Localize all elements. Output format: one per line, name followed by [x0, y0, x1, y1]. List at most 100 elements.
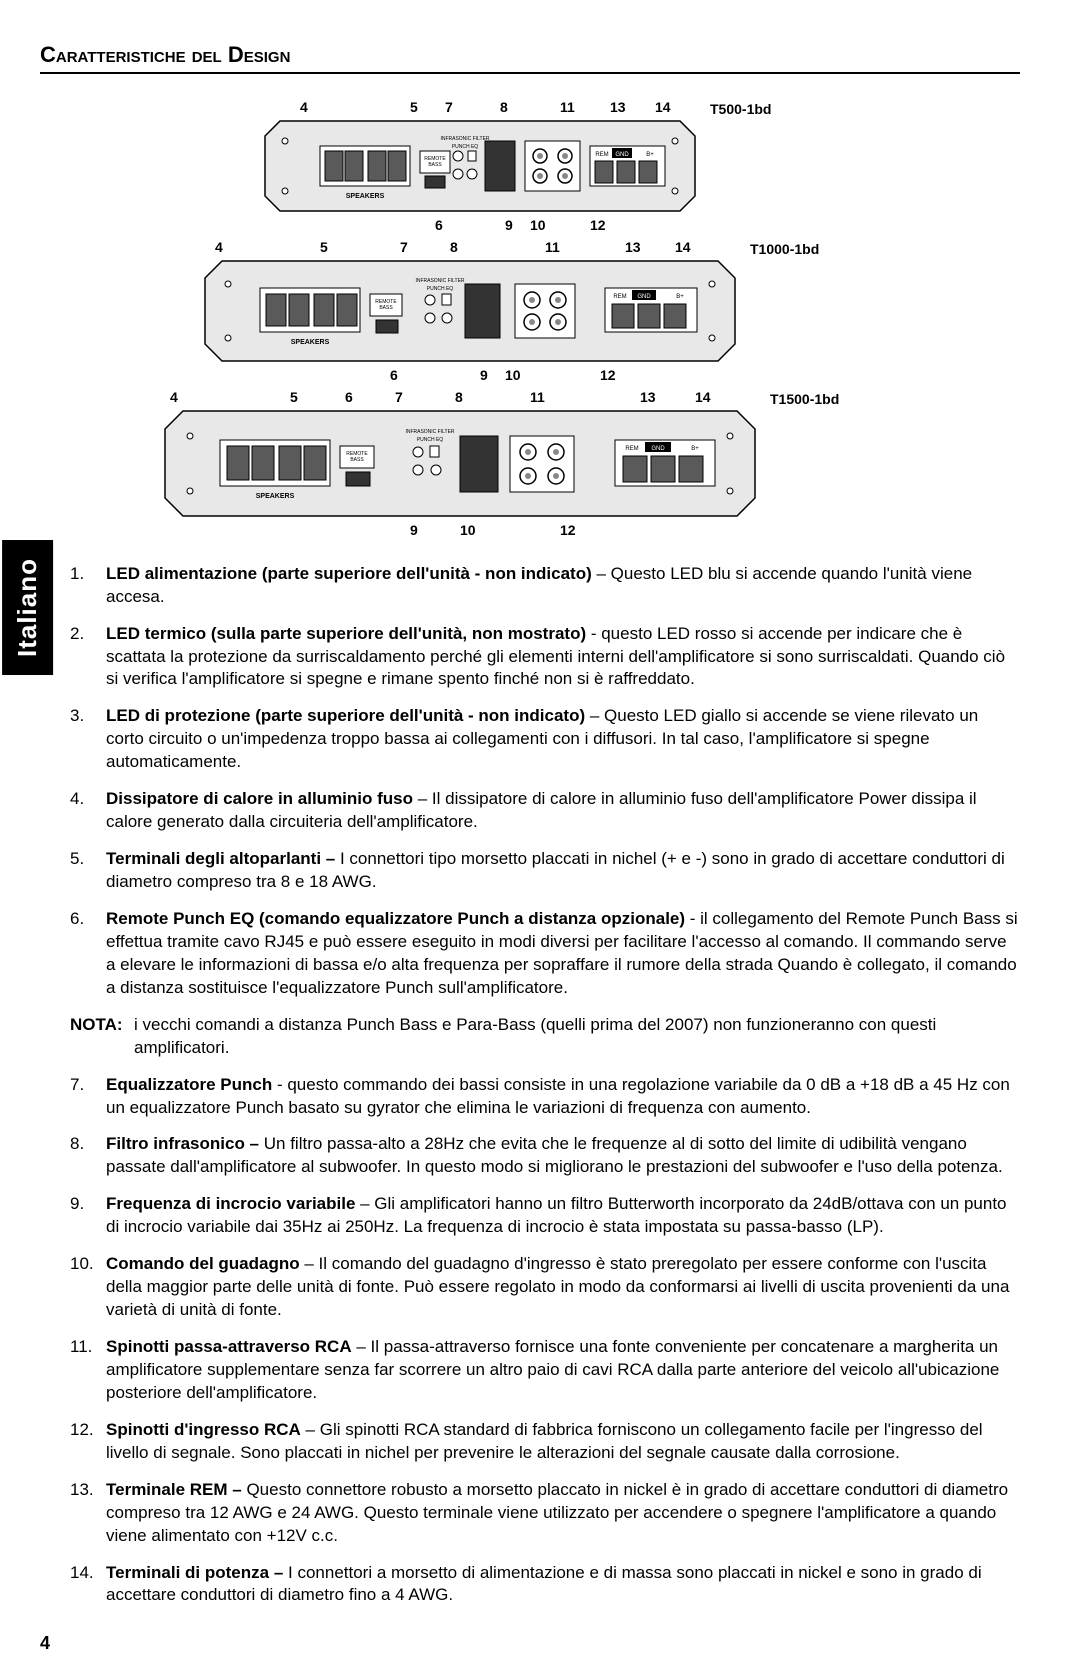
model-label-2: T1000-1bd	[750, 238, 819, 259]
diagram-row-3: 4 5 6 7 8 11 13 14 SPEAKERS REMOTEBASS INFRASON…	[40, 388, 1020, 539]
amp-diagram-2: SPEAKERS REMOTEBASS INFRASONIC FILTER PU…	[200, 256, 740, 366]
svg-text:PUNCH EQ: PUNCH EQ	[452, 144, 479, 150]
feature-title: LED alimentazione (parte superiore dell'…	[106, 564, 592, 583]
callout-number: 12	[590, 216, 606, 235]
svg-text:INFRASONIC FILTER: INFRASONIC FILTER	[405, 429, 454, 435]
callout-number: 11	[560, 98, 575, 117]
callout-number: 7	[395, 388, 403, 407]
callout-number: 10	[505, 366, 521, 385]
svg-text:REM: REM	[625, 446, 638, 452]
amp-diagram-3: SPEAKERS REMOTEBASS INFRASONIC FILTER PU…	[160, 406, 760, 521]
svg-text:SPEAKERS: SPEAKERS	[346, 193, 385, 200]
callout-number: 5	[290, 388, 298, 407]
callout-number: 4	[300, 98, 308, 117]
callout-number: 5	[410, 98, 418, 117]
feature-item: Remote Punch EQ (comando equalizzatore P…	[70, 908, 1020, 1000]
feature-item: Frequenza di incrocio variabile – Gli am…	[70, 1193, 1020, 1239]
model-label-1: T500-1bd	[710, 98, 771, 119]
feature-title: Terminali di potenza –	[106, 1563, 283, 1582]
svg-text:BASS: BASS	[350, 457, 364, 463]
svg-text:GND: GND	[637, 294, 651, 300]
svg-text:BASS: BASS	[379, 305, 393, 311]
feature-item: Terminali di potenza – I connettori a mo…	[70, 1562, 1020, 1608]
section-heading: Caratteristiche del Design	[40, 40, 1020, 74]
feature-list: LED alimentazione (parte superiore dell'…	[70, 563, 1020, 1608]
feature-item: LED di protezione (parte superiore dell'…	[70, 705, 1020, 774]
feature-item: LED alimentazione (parte superiore dell'…	[70, 563, 1020, 609]
feature-title: Comando del guadagno	[106, 1254, 300, 1273]
callout-number: 8	[455, 388, 463, 407]
feature-title: Equalizzatore Punch	[106, 1075, 272, 1094]
svg-text:REM: REM	[595, 152, 608, 158]
callout-number: 10	[460, 521, 476, 540]
callout-number: 13	[610, 98, 626, 117]
feature-item: Filtro infrasonico – Un filtro passa-alt…	[70, 1133, 1020, 1179]
feature-item: Spinotti d'ingresso RCA – Gli spinotti R…	[70, 1419, 1020, 1465]
feature-title: Spinotti passa-attraverso RCA	[106, 1337, 352, 1356]
callouts-top-1: 4 5 7 8 11 13 14	[260, 98, 700, 116]
callout-number: 7	[445, 98, 453, 117]
callout-number: 14	[695, 388, 711, 407]
svg-text:B+: B+	[646, 152, 654, 158]
callout-number: 9	[505, 216, 513, 235]
callout-number: 10	[530, 216, 546, 235]
svg-text:PUNCH EQ: PUNCH EQ	[427, 286, 454, 292]
feature-text: Questo connettore robusto a morsetto pla…	[106, 1480, 1008, 1545]
callout-number: 14	[655, 98, 671, 117]
feature-item: Terminale REM – Questo connettore robust…	[70, 1479, 1020, 1548]
callout-number: 6	[345, 388, 353, 407]
feature-item: Dissipatore di calore in alluminio fuso …	[70, 788, 1020, 834]
feature-title: Remote Punch EQ (comando equalizzatore P…	[106, 909, 685, 928]
callout-number: 9	[410, 521, 418, 540]
svg-text:INFRASONIC FILTER: INFRASONIC FILTER	[415, 278, 464, 284]
svg-text:GND: GND	[651, 446, 665, 452]
svg-text:SPEAKERS: SPEAKERS	[291, 339, 330, 346]
feature-title: LED di protezione (parte superiore dell'…	[106, 706, 585, 725]
callout-number: 7	[400, 238, 408, 257]
callouts-bottom-3: 9 10 12	[160, 521, 760, 539]
svg-text:GND: GND	[615, 152, 629, 158]
callout-number: 12	[560, 521, 576, 540]
note-text: i vecchi comandi a distanza Punch Bass e…	[134, 1015, 936, 1057]
svg-text:B+: B+	[691, 446, 699, 452]
callout-number: 13	[625, 238, 641, 257]
callout-number: 6	[390, 366, 398, 385]
diagrams-block: 4 5 7 8 11 13 14 SPEAKERS REMOTEBASS INFRASONI…	[40, 98, 1020, 539]
callout-number: 9	[480, 366, 488, 385]
feature-item: Spinotti passa-attraverso RCA – Il passa…	[70, 1336, 1020, 1405]
callout-number: 4	[170, 388, 178, 407]
callout-number: 8	[500, 98, 508, 117]
svg-text:SPEAKERS: SPEAKERS	[256, 493, 295, 500]
svg-text:PUNCH EQ: PUNCH EQ	[417, 437, 444, 443]
callout-number: 12	[600, 366, 616, 385]
diagram-row-1: 4578111314 SPEAKERS REMOTEBASS INFRASONI…	[40, 98, 1020, 234]
feature-item: Equalizzatore Punch - questo commando de…	[70, 1074, 1020, 1120]
callouts-bottom-2: 6 9 10 12	[200, 366, 740, 384]
language-tab: Italiano	[2, 540, 53, 675]
callout-number: 6	[435, 216, 443, 235]
feature-item: Terminali degli altoparlanti – I connett…	[70, 848, 1020, 894]
callouts-top-2: 4578111314	[200, 238, 740, 256]
callout-number: 11	[545, 238, 560, 257]
feature-item: Comando del guadagno – Il comando del gu…	[70, 1253, 1020, 1322]
callout-number: 8	[450, 238, 458, 257]
feature-title: Filtro infrasonico –	[106, 1134, 259, 1153]
note-block: NOTA: i vecchi comandi a distanza Punch …	[70, 1014, 1020, 1060]
feature-title: Terminale REM –	[106, 1480, 242, 1499]
svg-text:REM: REM	[613, 294, 626, 300]
svg-text:INFRASONIC FILTER: INFRASONIC FILTER	[440, 136, 489, 142]
feature-title: Frequenza di incrocio variabile	[106, 1194, 355, 1213]
feature-item: LED termico (sulla parte superiore dell'…	[70, 623, 1020, 692]
callout-number: 11	[530, 388, 545, 407]
note-label: NOTA:	[70, 1014, 123, 1037]
diagram-row-2: 4578111314 SPEAKERS REMOTEBASS INFRASONI…	[40, 238, 1020, 384]
feature-title: LED termico (sulla parte superiore dell'…	[106, 624, 586, 643]
model-label-3: T1500-1bd	[770, 388, 839, 409]
svg-text:B+: B+	[676, 294, 684, 300]
callouts-bottom-1: 6 9 10 12	[260, 216, 700, 234]
callout-number: 13	[640, 388, 656, 407]
page-number: 4	[40, 1631, 1020, 1655]
feature-title: Dissipatore di calore in alluminio fuso	[106, 789, 413, 808]
callout-number: 5	[320, 238, 328, 257]
feature-title: Terminali degli altoparlanti –	[106, 849, 335, 868]
